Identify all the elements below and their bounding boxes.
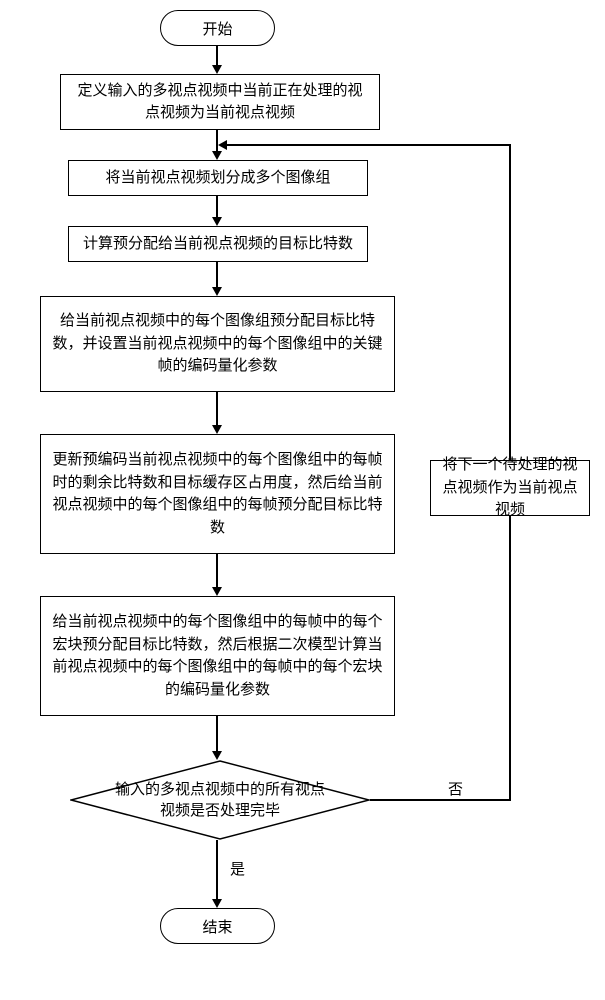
- edge: [216, 262, 218, 288]
- arrow-head-icon: [212, 65, 222, 74]
- decision-all-done: 输入的多视点视频中的所有视点视频是否处理完毕: [70, 760, 370, 840]
- n6-label: 给当前视点视频中的每个图像组中的每帧中的每个宏块预分配目标比特数，然后根据二次模…: [51, 611, 384, 701]
- process-calc-target-bits: 计算预分配给当前视点视频的目标比特数: [68, 226, 368, 262]
- n2-label: 将当前视点视频划分成多个图像组: [105, 167, 330, 190]
- arrow-head-icon: [212, 425, 222, 434]
- process-split-gop: 将当前视点视频划分成多个图像组: [68, 160, 368, 196]
- process-alloc-macroblock: 给当前视点视频中的每个图像组中的每帧中的每个宏块预分配目标比特数，然后根据二次模…: [40, 596, 395, 716]
- edge: [216, 554, 218, 588]
- edge: [216, 392, 218, 426]
- edge: [216, 716, 218, 752]
- end-label: 结束: [202, 916, 232, 937]
- n3-label: 计算预分配给当前视点视频的目标比特数: [83, 233, 353, 256]
- arrow-head-icon: [212, 751, 222, 760]
- arrow-head-icon: [212, 217, 222, 226]
- start-label: 开始: [202, 18, 232, 39]
- edge-loop-v: [509, 145, 511, 460]
- process-next-viewpoint: 将下一个待处理的视点视频作为当前视点视频: [430, 460, 590, 516]
- arrow-head-icon: [212, 151, 222, 160]
- edge-no-v: [509, 516, 511, 801]
- process-update-frame-bits: 更新预编码当前视点视频中的每个图像组中的每帧时的剩余比特数和目标缓存区占用度，然…: [40, 434, 395, 554]
- process-define-current: 定义输入的多视点视频中当前正在处理的视点视频为当前视点视频: [60, 74, 380, 130]
- arrow-head-icon: [212, 899, 222, 908]
- start-node: 开始: [160, 10, 275, 46]
- edge: [216, 196, 218, 218]
- arrow-head-icon: [212, 287, 222, 296]
- edge-yes-label: 是: [230, 858, 245, 879]
- n1-label: 定义输入的多视点视频中当前正在处理的视点视频为当前视点视频: [71, 80, 369, 125]
- arrow-head-icon: [218, 140, 227, 150]
- edge-loop-h: [226, 144, 511, 146]
- edge: [216, 46, 218, 66]
- edge-yes: [216, 840, 218, 900]
- end-node: 结束: [160, 908, 275, 944]
- edge-no-label: 否: [448, 778, 463, 799]
- loop-label: 将下一个待处理的视点视频作为当前视点视频: [441, 454, 579, 522]
- dec-label: 输入的多视点视频中的所有视点视频是否处理完毕: [110, 779, 330, 821]
- n4-label: 给当前视点视频中的每个图像组预分配目标比特数，并设置当前视点视频中的每个图像组中…: [51, 310, 384, 378]
- arrow-head-icon: [212, 587, 222, 596]
- n5-label: 更新预编码当前视点视频中的每个图像组中的每帧时的剩余比特数和目标缓存区占用度，然…: [51, 449, 384, 539]
- edge-no-h: [370, 799, 510, 801]
- process-alloc-gop-qp: 给当前视点视频中的每个图像组预分配目标比特数，并设置当前视点视频中的每个图像组中…: [40, 296, 395, 392]
